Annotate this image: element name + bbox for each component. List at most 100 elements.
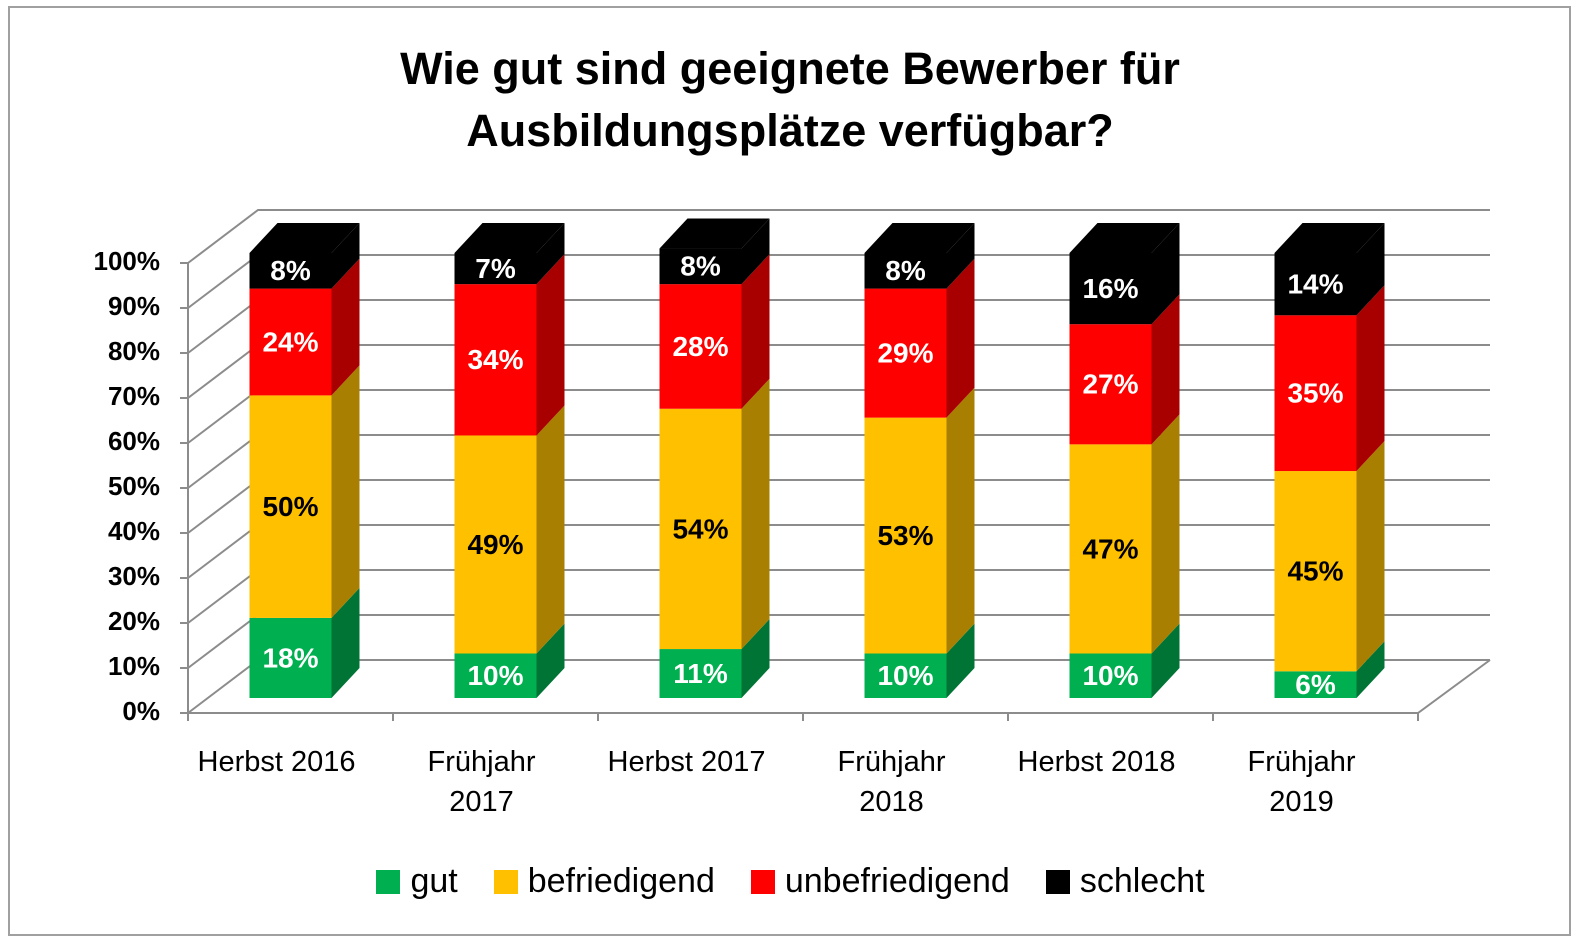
x-tick-label: Frühjahr 2017 xyxy=(427,746,536,818)
bar-side xyxy=(741,254,770,409)
y-tick-label: 40% xyxy=(108,516,160,546)
y-tick-label: 10% xyxy=(108,651,160,681)
data-label: 16% xyxy=(1082,273,1138,304)
data-label: 24% xyxy=(262,326,318,357)
bar-top xyxy=(249,223,360,253)
bar-top xyxy=(864,223,975,253)
bar-side xyxy=(1356,223,1385,316)
bar-side xyxy=(331,223,360,289)
bar-side xyxy=(741,619,770,698)
y-tick-label: 70% xyxy=(108,381,160,411)
legend-label: unbefriedigend xyxy=(784,862,1010,900)
bar-side xyxy=(1151,223,1180,325)
bar-top xyxy=(454,223,565,253)
data-label: 47% xyxy=(1082,533,1138,564)
y-tick-label: 100% xyxy=(94,246,161,276)
bar-segment xyxy=(249,395,332,618)
legend-item: gut xyxy=(376,862,458,901)
bar-side xyxy=(331,365,360,618)
bar-segment xyxy=(1069,253,1152,325)
y-tick-label: 0% xyxy=(122,696,160,726)
data-label: 8% xyxy=(270,255,311,286)
bar-side xyxy=(946,387,975,654)
y-tick-label: 50% xyxy=(108,471,160,501)
data-label: 28% xyxy=(672,331,728,362)
bar-top xyxy=(1069,223,1180,253)
data-label: 18% xyxy=(262,642,318,673)
bar-side xyxy=(741,378,770,650)
bar-segment xyxy=(1069,324,1152,445)
legend-item: unbefriedigend xyxy=(750,862,1010,901)
bar-side xyxy=(331,587,360,698)
data-label: 50% xyxy=(262,491,318,522)
legend-swatch xyxy=(750,869,775,894)
data-label: 29% xyxy=(877,338,933,369)
bar-segment xyxy=(1274,471,1357,672)
bar-side xyxy=(1356,285,1385,472)
data-label: 27% xyxy=(1082,369,1138,400)
y-tick-label: 80% xyxy=(108,336,160,366)
data-label: 6% xyxy=(1295,669,1336,700)
data-label: 10% xyxy=(1082,660,1138,691)
legend-item: befriedigend xyxy=(493,862,715,901)
bar-side xyxy=(1151,414,1180,654)
bar-segment xyxy=(659,284,742,409)
bar-top xyxy=(1274,223,1385,253)
bar-segment xyxy=(864,288,947,418)
x-tick-label: Herbst 2017 xyxy=(607,746,766,778)
grid-line xyxy=(187,209,1490,264)
bar-side xyxy=(741,218,770,285)
bar-side xyxy=(1356,441,1385,672)
data-label: 54% xyxy=(672,513,728,544)
bar-segment xyxy=(659,408,742,650)
bar-side xyxy=(946,623,975,698)
legend-label: gut xyxy=(410,862,458,900)
data-label: 35% xyxy=(1287,378,1343,409)
bar-side xyxy=(536,623,565,698)
y-tick-label: 90% xyxy=(108,291,160,321)
bar-segment xyxy=(249,288,332,396)
legend-swatch xyxy=(1045,869,1070,894)
bar-segment xyxy=(864,253,947,289)
bar-segment xyxy=(1069,653,1152,698)
data-label: 45% xyxy=(1287,556,1343,587)
data-label: 8% xyxy=(680,251,721,282)
bar-segment xyxy=(1274,671,1357,698)
legend-swatch xyxy=(376,869,401,894)
legend-label: befriedigend xyxy=(527,862,715,900)
bar-segment xyxy=(864,653,947,698)
data-label: 10% xyxy=(467,660,523,691)
bar-segment xyxy=(1274,315,1357,472)
y-tick-label: 30% xyxy=(108,561,160,591)
legend: gut befriedigend unbefriedigend schlecht xyxy=(0,862,1581,901)
bar-side xyxy=(536,223,565,285)
data-label: 34% xyxy=(467,344,523,375)
bar-segment xyxy=(454,284,537,436)
bar-side xyxy=(331,258,360,396)
legend-item: schlecht xyxy=(1045,862,1205,901)
bar-segment xyxy=(249,617,332,698)
data-label: 11% xyxy=(673,658,728,689)
legend-label: schlecht xyxy=(1079,862,1205,900)
bar-segment xyxy=(454,435,537,654)
data-label: 49% xyxy=(467,529,523,560)
bar-side xyxy=(1151,623,1180,698)
y-tick-label: 60% xyxy=(108,426,160,456)
bar-side xyxy=(1151,294,1180,445)
bar-segment xyxy=(1069,444,1152,654)
bar-segment xyxy=(659,248,742,285)
x-tick-label: Frühjahr 2019 xyxy=(1247,746,1356,818)
bar-segment xyxy=(864,417,947,654)
legend-swatch xyxy=(493,869,518,894)
bar-segment xyxy=(1274,253,1357,316)
bar-side xyxy=(946,223,975,289)
x-tick-label: Herbst 2016 xyxy=(197,746,356,778)
data-label: 8% xyxy=(885,255,926,286)
bar-side xyxy=(536,405,565,654)
bar-segment xyxy=(659,649,742,698)
bar-side xyxy=(946,258,975,418)
bar-top xyxy=(659,218,770,249)
bar-side xyxy=(536,254,565,436)
bar-segment xyxy=(454,253,537,285)
